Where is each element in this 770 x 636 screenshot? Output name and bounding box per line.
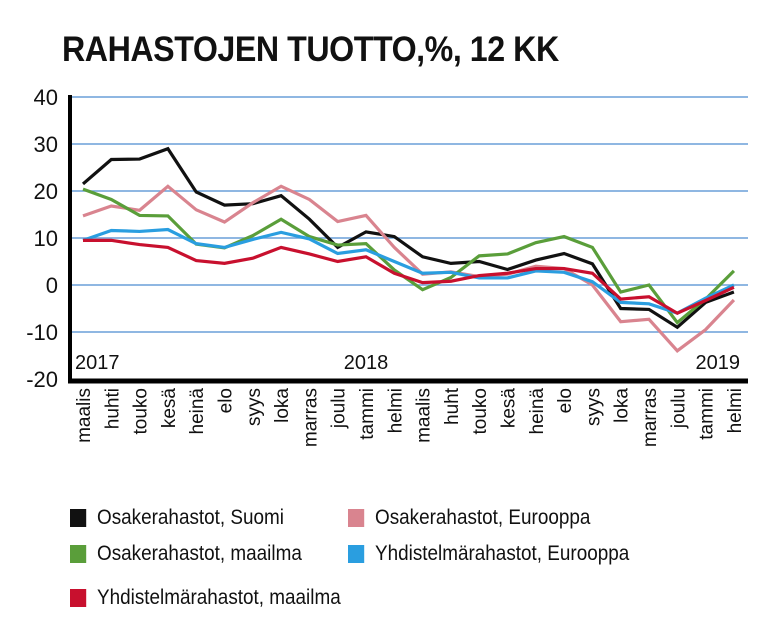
legend-swatch [348,509,365,527]
x-tick-label: joulu [668,388,689,429]
x-tick-label: tammi [357,388,378,440]
x-tick-label: syys [583,388,604,426]
x-tick-label: huhti [102,388,123,429]
y-tick-label: 40 [34,85,58,110]
x-tick-label: marras [640,388,661,447]
x-tick-label: kesä [499,388,520,429]
y-tick-label: 30 [34,132,58,157]
chart-title: RAHASTOJEN TUOTTO,%, 12 KK [62,30,559,69]
legend-label: Osakerahastot, Suomi [97,506,284,529]
x-tick-label: heinä [527,388,548,435]
x-tick-label: kesä [159,388,180,429]
x-tick-label: helmi [725,388,746,433]
x-tick-label: joulu [329,388,350,429]
x-tick-label: tammi [697,388,718,440]
legend-item: Osakerahastot, Suomi [70,506,284,530]
x-tick-label: maalis [74,388,95,443]
legend-item: Osakerahastot, maailma [70,542,302,566]
series-line-2 [82,187,736,325]
series-line-0 [81,146,735,330]
legend-label: Yhdistelmärahastot, maailma [97,586,341,609]
x-tick-label: touko [131,388,152,434]
year-label: 2018 [344,352,389,374]
legend-swatch [70,545,87,563]
y-tick-label: 20 [34,179,58,204]
legend-item: Yhdistelmärahastot, maailma [70,586,341,610]
legend-swatch [70,589,87,607]
legend-swatch [70,509,87,527]
legend-item: Yhdistelmärahastot, Eurooppa [348,542,629,566]
x-tick-label: syys [244,388,265,426]
y-tick-label: 10 [34,226,58,251]
series-line-4 [83,238,735,315]
x-tick-label: loka [612,388,633,423]
y-tick-label: -20 [26,367,58,392]
legend-label: Yhdistelmärahastot, Eurooppa [375,542,630,565]
x-tick-label: loka [272,388,293,423]
series-line-3 [82,227,735,315]
legend-item: Osakerahastot, Eurooppa [348,506,590,530]
legend-label: Osakerahastot, Eurooppa [375,506,591,529]
x-tick-label: heinä [187,388,208,435]
x-tick-label: helmi [385,388,406,433]
year-label: 2019 [696,352,741,374]
series-line-1 [82,184,736,353]
x-tick-label: elo [555,388,576,413]
x-tick-label: elo [216,388,237,413]
x-tick-label: touko [470,388,491,434]
x-tick-label: marras [300,388,321,447]
y-tick-label: -10 [26,320,58,345]
x-tick-label: huht [442,387,463,425]
year-label: 2017 [75,352,120,374]
legend-swatch [348,545,365,563]
legend-label: Osakerahastot, maailma [97,542,302,565]
x-tick-label: maalis [414,388,435,443]
y-tick-label: 0 [46,273,58,298]
